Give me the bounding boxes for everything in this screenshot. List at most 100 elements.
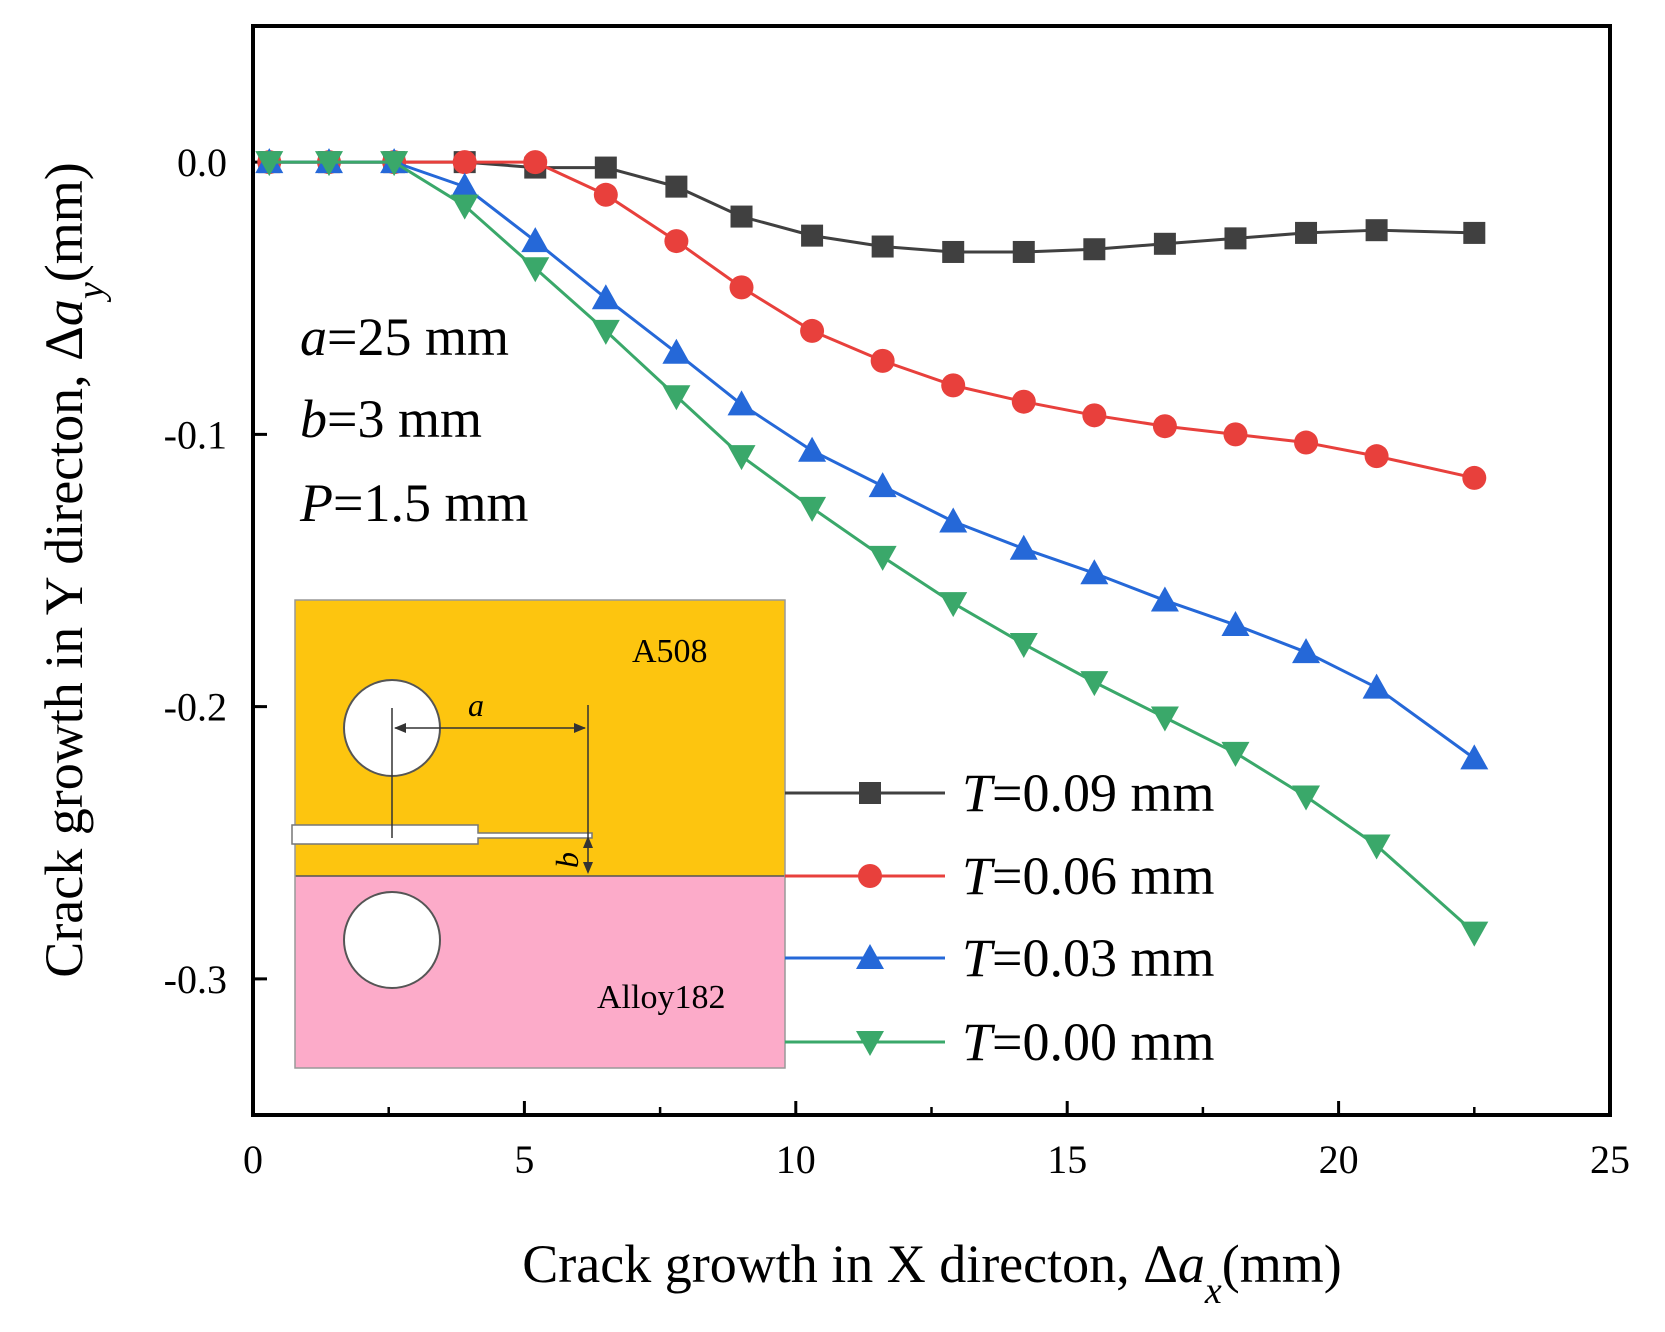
inset-dim-b-arrow-top [583, 836, 593, 848]
x-axis-title: Crack growth in X directon, Δax(mm) [522, 1234, 1341, 1312]
param-a: a=25 mm [300, 307, 509, 367]
data-point [1362, 834, 1391, 860]
legend-swatch-marker [859, 782, 881, 804]
data-point [727, 390, 756, 416]
legend: T=0.09 mm T=0.06 mm T=0.03 mm T=0.00 mm [785, 763, 1215, 1072]
data-point [1083, 238, 1106, 261]
data-point [1082, 403, 1107, 428]
data-point [1292, 638, 1321, 664]
inset-lower-hole [343, 891, 441, 989]
data-point [1460, 744, 1489, 770]
series-4 [255, 151, 1489, 947]
data-point [664, 229, 689, 254]
legend-item: T=0.06 mm [785, 846, 1215, 906]
legend-label: T=0.00 mm [962, 1012, 1215, 1072]
data-point [730, 205, 753, 228]
data-point [521, 227, 550, 253]
data-point [1153, 232, 1176, 255]
data-point [1009, 633, 1038, 659]
inset-upper-material-label: A508 [632, 633, 708, 670]
data-point [665, 175, 688, 198]
inset-dim-b-arrow-bottom [583, 862, 593, 874]
data-point [255, 151, 284, 177]
data-point [314, 151, 343, 177]
data-point [1221, 741, 1250, 767]
data-point [868, 545, 897, 571]
data-point [452, 150, 477, 175]
x-tick-label: 15 [1047, 1137, 1087, 1182]
data-point [1462, 465, 1487, 490]
data-point [380, 151, 409, 177]
data-point [1009, 534, 1038, 560]
data-point [1223, 422, 1248, 447]
y-tick-label: -0.2 [164, 685, 227, 730]
x-tick-label: 20 [1319, 1137, 1359, 1182]
x-tick-label: 0 [243, 1137, 263, 1182]
data-point [1292, 785, 1321, 811]
y-tick-label: 0.0 [177, 140, 227, 185]
y-axis-title: Crack growth in Y directon, Δay(mm) [34, 162, 112, 977]
data-point [662, 338, 691, 364]
data-point [1460, 921, 1489, 947]
data-point [1362, 673, 1391, 699]
data-point [798, 496, 827, 522]
legend-item: T=0.09 mm [785, 763, 1215, 823]
inset-dim-a-arrow-left [394, 723, 406, 733]
series-3 [255, 148, 1489, 770]
data-point [1295, 221, 1318, 244]
data-point [591, 319, 620, 345]
data-point [1221, 610, 1250, 636]
data-point [1224, 227, 1247, 250]
data-point [591, 284, 620, 310]
series-line [269, 160, 1476, 760]
legend-label: T=0.06 mm [962, 846, 1215, 906]
data-point [942, 240, 965, 263]
data-point [450, 172, 479, 198]
data-point [1080, 671, 1109, 697]
data-point [801, 224, 824, 247]
legend-swatch-marker [856, 1031, 884, 1056]
data-point [662, 385, 691, 411]
inset-lower-material-label: Alloy182 [597, 979, 725, 1016]
data-point [1011, 389, 1036, 414]
x-tick-label: 25 [1590, 1137, 1630, 1182]
data-point [1294, 430, 1319, 455]
legend-label: T=0.09 mm [962, 763, 1215, 823]
data-point [939, 592, 968, 618]
data-point [727, 445, 756, 471]
data-point [1463, 221, 1486, 244]
data-point [1152, 414, 1177, 439]
x-tick-label: 10 [776, 1137, 816, 1182]
data-point [1150, 706, 1179, 732]
legend-swatch-marker [858, 864, 882, 888]
param-p: P=1.5 mm [299, 473, 528, 533]
data-point [941, 373, 966, 398]
y-tick-label: -0.3 [164, 957, 227, 1002]
parameter-annotations: a=25 mm b=3 mm P=1.5 mm [299, 307, 528, 533]
legend-swatch-marker [856, 944, 884, 969]
data-point [939, 507, 968, 533]
inset-crack-notch [291, 824, 593, 845]
param-b: b=3 mm [300, 389, 482, 449]
x-axis-ticks: 0 5 10 15 20 25 [243, 1101, 1630, 1182]
inset-dim-a-label: a [468, 687, 484, 723]
data-point [729, 275, 754, 300]
inset-dim-b-label: b [549, 852, 585, 868]
inset-dim-a-arrow-right [574, 723, 586, 733]
series-layer [255, 148, 1489, 947]
data-point [1150, 586, 1179, 612]
x-tick-label: 5 [514, 1137, 534, 1182]
y-tick-label: -0.1 [164, 412, 227, 457]
data-point [870, 348, 895, 373]
data-point [594, 156, 617, 179]
data-point [798, 436, 827, 462]
legend-label: T=0.03 mm [962, 928, 1215, 988]
specimen-inset: a b A508 Alloy182 [291, 599, 786, 1069]
legend-item: T=0.03 mm [785, 928, 1215, 988]
data-point [871, 235, 894, 258]
data-point [868, 472, 897, 498]
data-point [593, 182, 618, 207]
data-point [1364, 444, 1389, 469]
data-point [523, 150, 548, 175]
